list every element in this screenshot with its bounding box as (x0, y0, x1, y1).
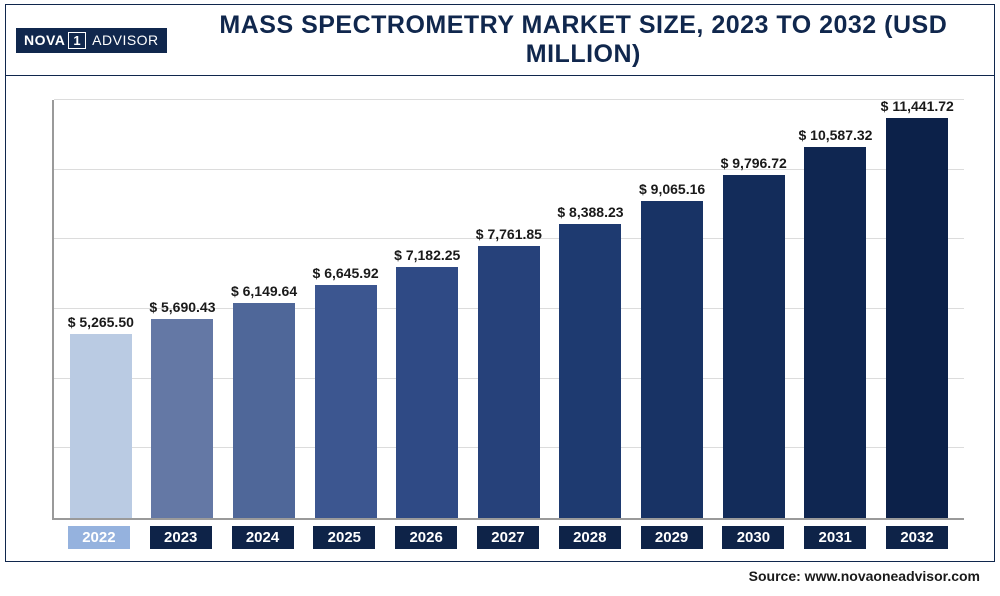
bar (396, 267, 458, 518)
bar-group: $ 10,587.32 (798, 127, 872, 518)
bar-group: $ 5,265.50 (64, 314, 138, 518)
bar-value-label: $ 6,149.64 (231, 283, 297, 299)
bar-group: $ 8,388.23 (554, 204, 628, 518)
x-axis-label: 2028 (559, 526, 621, 549)
bar-value-label: $ 7,182.25 (394, 247, 460, 263)
bar-group: $ 6,645.92 (309, 265, 383, 518)
x-axis-label: 2023 (150, 526, 212, 549)
x-axis-label: 2032 (886, 526, 948, 549)
bar-group: $ 6,149.64 (227, 283, 301, 518)
bar-value-label: $ 9,065.16 (639, 181, 705, 197)
header-row: NOVA 1 ADVISOR MASS SPECTROMETRY MARKET … (6, 5, 994, 76)
x-axis-label: 2024 (232, 526, 294, 549)
bars-row: $ 5,265.50 $ 5,690.43 $ 6,149.64 $ 6,645.92… (54, 100, 964, 518)
plot-area: $ 5,265.50 $ 5,690.43 $ 6,149.64 $ 6,645.92… (52, 100, 964, 520)
x-axis-label: 2031 (804, 526, 866, 549)
logo-one: 1 (68, 32, 86, 49)
x-axis-label: 2025 (313, 526, 375, 549)
x-axis-label: 2027 (477, 526, 539, 549)
x-axis-label: 2026 (395, 526, 457, 549)
bar-value-label: $ 7,761.85 (476, 226, 542, 242)
chart-frame: NOVA 1 ADVISOR MASS SPECTROMETRY MARKET … (5, 4, 995, 562)
bar (151, 319, 213, 518)
bar (478, 246, 540, 518)
x-axis-label: 2029 (641, 526, 703, 549)
logo-prefix: NOVA (24, 32, 65, 48)
bar-value-label: $ 9,796.72 (721, 155, 787, 171)
bar-value-label: $ 11,441.72 (881, 98, 954, 114)
bar (233, 303, 295, 518)
bar-group: $ 5,690.43 (146, 299, 220, 518)
bar-group: $ 11,441.72 (880, 98, 954, 518)
chart-body: $ 5,265.50 $ 5,690.43 $ 6,149.64 $ 6,645.92… (6, 76, 994, 561)
bar-group: $ 7,182.25 (390, 247, 464, 518)
bar (804, 147, 866, 518)
bar (315, 285, 377, 518)
bar-value-label: $ 5,265.50 (68, 314, 134, 330)
bar (886, 118, 948, 518)
x-axis-labels: 2022 2023 2024 2025 2026 2027 2028 2029 2030 2031… (52, 526, 964, 549)
bar (723, 175, 785, 518)
bar (70, 334, 132, 518)
bar-value-label: $ 10,587.32 (798, 127, 872, 143)
x-axis-label: 2022 (68, 526, 130, 549)
chart-title: MASS SPECTROMETRY MARKET SIZE, 2023 TO 2… (183, 11, 984, 69)
bar-group: $ 9,065.16 (635, 181, 709, 518)
bar-value-label: $ 5,690.43 (149, 299, 215, 315)
logo-suffix: ADVISOR (92, 32, 159, 48)
x-axis-label: 2030 (722, 526, 784, 549)
bar-group: $ 7,761.85 (472, 226, 546, 518)
bar (559, 224, 621, 518)
brand-logo: NOVA 1 ADVISOR (16, 28, 167, 53)
bar-group: $ 9,796.72 (717, 155, 791, 518)
bar (641, 201, 703, 518)
bar-value-label: $ 6,645.92 (313, 265, 379, 281)
source-citation: Source: www.novaoneadvisor.com (0, 562, 1000, 584)
bar-value-label: $ 8,388.23 (557, 204, 623, 220)
